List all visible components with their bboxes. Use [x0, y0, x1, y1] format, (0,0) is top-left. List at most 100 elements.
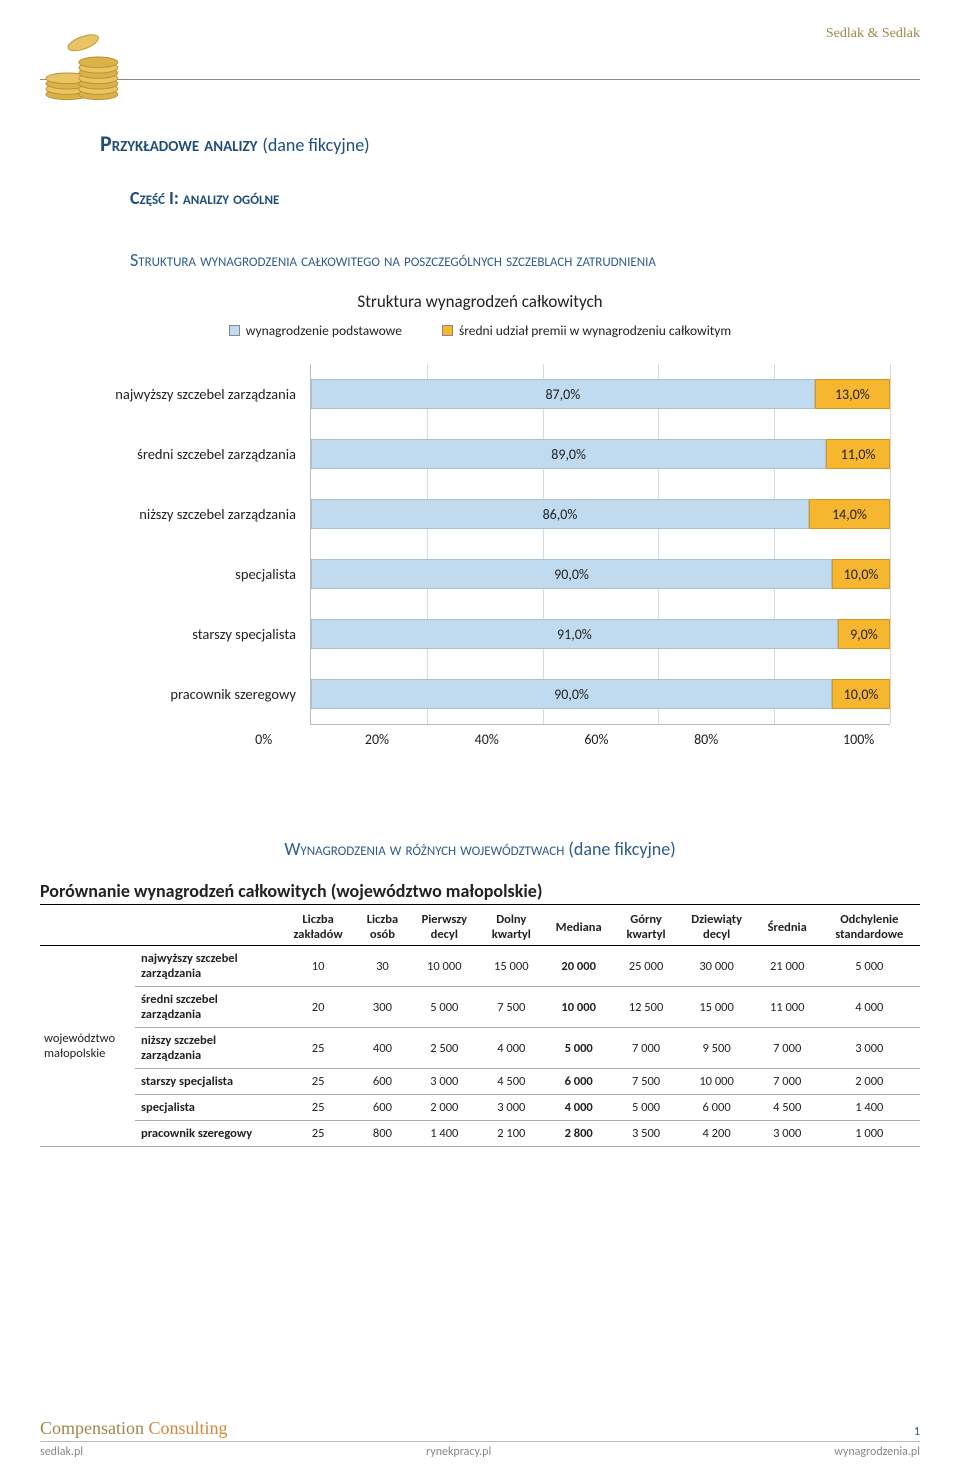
x-tick: 60%	[584, 725, 694, 748]
table-col-header: Liczbazakładów	[280, 909, 356, 946]
table-cell: 2 100	[480, 1121, 543, 1147]
bar-row: 87,0%13,0%	[311, 364, 890, 424]
table-cell: 7 000	[615, 1028, 678, 1069]
table-col-header: Mediana	[543, 909, 615, 946]
legend-swatch-a	[229, 325, 240, 336]
table-cell: 4 200	[677, 1121, 755, 1147]
table-col-header: Liczbaosób	[356, 909, 409, 946]
coins-icon	[40, 25, 130, 105]
table-cell: 2 800	[543, 1121, 615, 1147]
footer-link[interactable]: rynekpracy.pl	[426, 1445, 491, 1459]
table-cell: 3 000	[819, 1028, 920, 1069]
footer-link[interactable]: wynagrodzenia.pl	[834, 1445, 920, 1459]
table-col-header: Średnia	[756, 909, 819, 946]
table-cell: 4 500	[480, 1069, 543, 1095]
table-cell: 300	[356, 987, 409, 1028]
bar-segment-bonus: 14,0%	[809, 499, 890, 529]
footer-link[interactable]: sedlak.pl	[40, 1445, 83, 1459]
bar-label: najwyższy szczebel zarządzania	[70, 364, 310, 424]
bar-row: 86,0%14,0%	[311, 484, 890, 544]
bar-row: 91,0%9,0%	[311, 604, 890, 664]
table-cell: 800	[356, 1121, 409, 1147]
table-cell: 400	[356, 1028, 409, 1069]
row-label: średni szczebel zarządzania	[135, 987, 280, 1028]
row-label: starszy specjalista	[135, 1069, 280, 1095]
table-cell: 4 000	[819, 987, 920, 1028]
table-cell: 2 000	[409, 1095, 480, 1121]
table-cell: 2 000	[819, 1069, 920, 1095]
table-cell: 3 500	[615, 1121, 678, 1147]
table-cell: 3 000	[409, 1069, 480, 1095]
x-tick: 40%	[475, 725, 585, 748]
table-row: pracownik szeregowy258001 4002 1002 8003…	[40, 1121, 920, 1147]
table-cell: 1 000	[819, 1121, 920, 1147]
legend-item-a: wynagrodzenie podstawowe	[229, 322, 402, 339]
table-cell: 15 000	[677, 987, 755, 1028]
bar-segment-base: 86,0%	[311, 499, 809, 529]
bar-segment-base: 91,0%	[311, 619, 838, 649]
table-row: średni szczebel zarządzania203005 0007 5…	[40, 987, 920, 1028]
table-col-header: Odchyleniestandardowe	[819, 909, 920, 946]
table-cell: 4 000	[480, 1028, 543, 1069]
table-cell: 4 000	[543, 1095, 615, 1121]
title-main: Przykładowe analizy	[100, 130, 257, 157]
x-tick: 20%	[365, 725, 475, 748]
table-col-header: Dolnykwartyl	[480, 909, 543, 946]
table-cell: 6 000	[677, 1095, 755, 1121]
table-cell: 20	[280, 987, 356, 1028]
table-cell: 11 000	[756, 987, 819, 1028]
table-cell: 10 000	[409, 946, 480, 987]
table-cell: 2 500	[409, 1028, 480, 1069]
table-cell: 25	[280, 1069, 356, 1095]
page-footer: Compensation Consulting 1 sedlak.pl rynek…	[40, 1418, 920, 1459]
region-cell: województwomałopolskie	[40, 946, 135, 1147]
table-cell: 21 000	[756, 946, 819, 987]
table-row: niższy szczebel zarządzania254002 5004 0…	[40, 1028, 920, 1069]
legend-item-b: średni udział premii w wynagrodzeniu cał…	[442, 322, 731, 339]
table-cell: 25	[280, 1028, 356, 1069]
legend-label-b: średni udział premii w wynagrodzeniu cał…	[459, 322, 731, 339]
section-2-title: Wynagrodzenia w różnych województwach (d…	[40, 838, 920, 860]
bar-row: 90,0%10,0%	[311, 664, 890, 724]
table-cell: 4 500	[756, 1095, 819, 1121]
legend-label-a: wynagrodzenie podstawowe	[246, 322, 402, 339]
main-title: Przykładowe analizy (dane fikcyjne)	[100, 130, 920, 157]
table-row: województwomałopolskienajwyższy szczebel…	[40, 946, 920, 987]
section-1-title: Struktura wynagrodzenia całkowitego na p…	[130, 249, 920, 271]
table-cell: 5 000	[615, 1095, 678, 1121]
table-cell: 5 000	[819, 946, 920, 987]
x-tick: 80%	[694, 725, 804, 748]
row-label: najwyższy szczebel zarządzania	[135, 946, 280, 987]
table-cell: 30	[356, 946, 409, 987]
bar-segment-base: 89,0%	[311, 439, 826, 469]
bar-row: 89,0%11,0%	[311, 424, 890, 484]
table-cell: 7 000	[756, 1028, 819, 1069]
table-cell: 12 500	[615, 987, 678, 1028]
table-cell: 3 000	[756, 1121, 819, 1147]
title-suffix: (dane fikcyjne)	[262, 134, 369, 156]
table-col-header: Dziewiątydecyl	[677, 909, 755, 946]
page-number: 1	[914, 1425, 920, 1439]
bar-segment-bonus: 13,0%	[815, 379, 890, 409]
stacked-bar-chart: Struktura wynagrodzeń całkowitych wynagr…	[70, 291, 890, 748]
table-cell: 1 400	[819, 1095, 920, 1121]
row-label: pracownik szeregowy	[135, 1121, 280, 1147]
footer-logo: Compensation Consulting	[40, 1418, 228, 1439]
table-col-header: Pierwszydecyl	[409, 909, 480, 946]
row-label: niższy szczebel zarządzania	[135, 1028, 280, 1069]
chart-title: Struktura wynagrodzeń całkowitych	[70, 291, 890, 312]
page-header: Sedlak & Sedlak	[40, 20, 920, 80]
table-col-header: Górnykwartyl	[615, 909, 678, 946]
table-cell: 25 000	[615, 946, 678, 987]
table-row: specjalista256002 0003 0004 0005 0006 00…	[40, 1095, 920, 1121]
table-cell: 30 000	[677, 946, 755, 987]
brand-name: Sedlak & Sedlak	[826, 26, 920, 42]
bar-label: starszy specjalista	[70, 604, 310, 664]
table-cell: 15 000	[480, 946, 543, 987]
table-cell: 7 500	[480, 987, 543, 1028]
row-label: specjalista	[135, 1095, 280, 1121]
table-cell: 25	[280, 1095, 356, 1121]
bar-segment-bonus: 10,0%	[832, 559, 890, 589]
bar-segment-bonus: 11,0%	[826, 439, 890, 469]
x-tick: 0%	[255, 725, 365, 748]
